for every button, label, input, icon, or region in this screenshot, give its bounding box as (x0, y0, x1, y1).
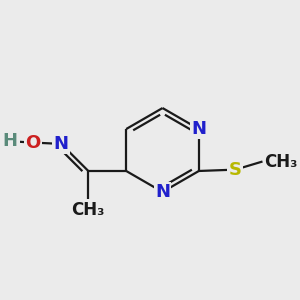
Text: S: S (229, 160, 242, 178)
Text: N: N (191, 120, 206, 138)
Text: N: N (155, 183, 170, 201)
Text: CH₃: CH₃ (72, 201, 105, 219)
Text: CH₃: CH₃ (264, 152, 297, 170)
Text: O: O (25, 134, 40, 152)
Text: N: N (54, 135, 69, 153)
Text: H: H (2, 132, 17, 150)
